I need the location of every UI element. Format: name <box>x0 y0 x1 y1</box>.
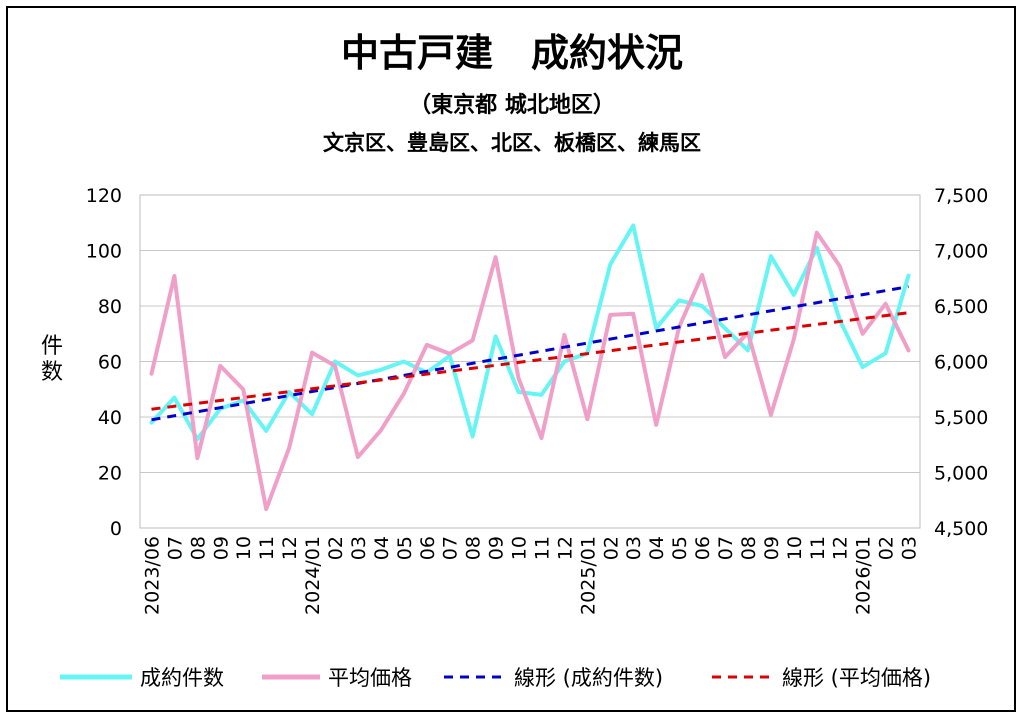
x-tick-label: 05 <box>394 536 416 560</box>
x-tick-label: 10 <box>233 536 255 560</box>
x-tick-label: 06 <box>692 536 714 560</box>
x-tick-label: 09 <box>210 536 232 560</box>
x-tick-label: 09 <box>486 536 508 560</box>
chart-subtitle: （東京都 城北地区） <box>409 92 615 118</box>
x-tick-label: 02 <box>876 536 898 560</box>
legend-label: 平均価格 <box>328 666 412 690</box>
chart-title: 中古戸建 成約状況 <box>341 31 683 75</box>
y-tick-label: 80 <box>98 296 122 318</box>
x-tick-label: 07 <box>715 536 737 560</box>
legend-label: 線形 (成約件数) <box>514 666 663 690</box>
x-tick-label: 03 <box>348 536 370 560</box>
x-tick-label: 02 <box>600 536 622 560</box>
x-tick-label: 05 <box>669 536 691 560</box>
x-tick-label: 2023/06 <box>141 536 163 615</box>
x-tick-label: 11 <box>807 536 829 560</box>
x-tick-label: 04 <box>646 536 668 560</box>
chart-frame <box>6 6 1016 712</box>
legend-label: 成約件数 <box>140 666 224 690</box>
x-tick-label: 06 <box>417 536 439 560</box>
y2-tick-label: 5,000 <box>934 463 988 485</box>
x-tick-label: 08 <box>187 536 209 560</box>
x-tick-label: 08 <box>738 536 760 560</box>
x-tick-label: 2024/01 <box>302 536 324 615</box>
series-line-成約件数 <box>149 223 911 442</box>
chart-subtitle-areas: 文京区、豊島区、北区、板橋区、練馬区 <box>323 131 701 155</box>
y-tick-label: 20 <box>98 463 122 485</box>
x-tick-label: 2025/01 <box>577 536 599 615</box>
x-tick-label: 12 <box>279 536 301 560</box>
y2-tick-label: 4,500 <box>934 518 988 540</box>
series-lines <box>149 223 911 512</box>
y2-tick-label: 7,000 <box>934 241 988 263</box>
x-tick-label: 02 <box>325 536 347 560</box>
y-tick-label: 100 <box>86 241 122 263</box>
y-axis-label: 件数 <box>41 334 63 385</box>
x-tick-label: 12 <box>830 536 852 560</box>
x-tick-label: 11 <box>531 536 553 560</box>
x-tick-label: 03 <box>623 536 645 560</box>
y-axis-label-char: 件 <box>41 334 63 359</box>
legend: 成約件数 平均価格 線形 (成約件数) 線形 (平均価格) <box>60 666 931 690</box>
y2-tick-label: 6,000 <box>934 352 988 374</box>
x-tick-label: 12 <box>554 536 576 560</box>
y-axis-right: 4,500 5,000 5,500 6,000 6,500 7,000 7,500 <box>934 185 988 540</box>
series-line-線形 (成約件数) <box>151 285 909 422</box>
plot-border <box>139 194 921 529</box>
x-tick-label: 11 <box>256 536 278 560</box>
legend-label: 線形 (平均価格) <box>782 666 931 690</box>
x-tick-label: 04 <box>371 536 393 560</box>
x-tick-label: 07 <box>164 536 186 560</box>
y-tick-label: 40 <box>98 407 122 429</box>
series-line-平均価格 <box>149 230 911 512</box>
y-tick-label: 120 <box>86 185 122 207</box>
plot-area <box>139 194 921 529</box>
y2-tick-label: 7,500 <box>934 185 988 207</box>
y-tick-label: 60 <box>98 352 122 374</box>
y2-tick-label: 5,500 <box>934 407 988 429</box>
y-axis-label-char: 数 <box>41 360 63 385</box>
x-tick-label: 10 <box>509 536 531 560</box>
x-tick-label: 10 <box>784 536 806 560</box>
y-axis-left: 0 20 40 60 80 100 120 <box>86 185 122 540</box>
x-tick-label: 08 <box>463 536 485 560</box>
x-tick-label: 09 <box>761 536 783 560</box>
y2-tick-label: 6,500 <box>934 296 988 318</box>
y-tick-label: 0 <box>110 518 122 540</box>
x-axis: 2023/06 07 08 09 10 11 12 2024/01 02 03 04 05 06 07 08… <box>141 536 920 615</box>
x-tick-label: 03 <box>899 536 921 560</box>
x-tick-label: 07 <box>440 536 462 560</box>
x-tick-label: 2026/01 <box>853 536 875 615</box>
